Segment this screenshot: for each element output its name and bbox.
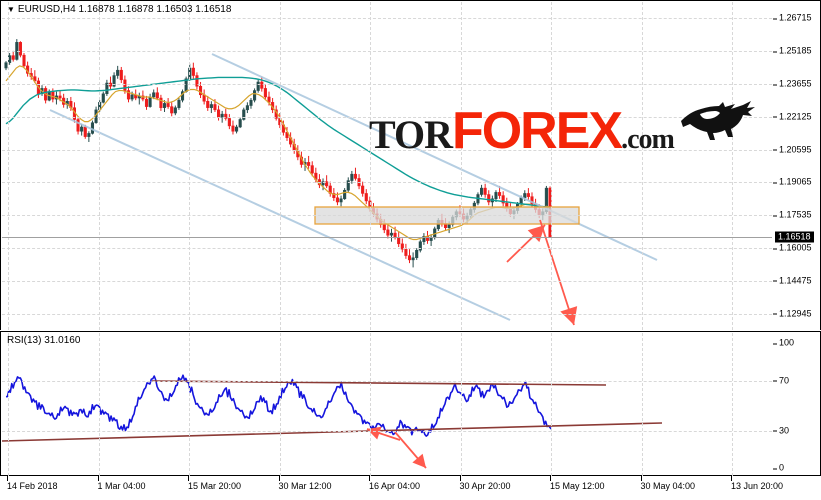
rsi-gridcol	[460, 333, 462, 476]
time-tick-label: 1 Mar 04:00	[97, 476, 146, 491]
price-axis: 1.26715 1.25185 1.23655 1.22125 1.20595 1.190…	[773, 2, 821, 330]
price-gridcol	[98, 2, 100, 330]
rsi-gridcol	[98, 333, 100, 476]
price-tick-label: 1.14475	[773, 275, 812, 286]
price-tick-label: 1.20595	[773, 144, 812, 155]
time-tick-label: 13 Jun 20:00	[731, 476, 784, 491]
price-plot-area[interactable]	[2, 2, 772, 330]
rsi-tick-label: 0	[772, 462, 785, 473]
rsi-axis: 100 70 30 0	[772, 333, 821, 476]
time-tick-label: 30 May 04:00	[640, 476, 696, 491]
rsi-gridcol	[279, 333, 281, 476]
rsi-gridcol	[370, 333, 371, 476]
price-gridline	[2, 84, 772, 85]
price-tick-label: 1.22125	[773, 111, 812, 122]
rsi-header: RSI(13) 31.0160	[7, 335, 81, 346]
price-tick-label: 1.19065	[773, 176, 812, 187]
current-price-label: 1.16518	[775, 231, 814, 243]
rsi-chart-svg	[2, 374, 663, 469]
price-tick-label: 1.25185	[773, 45, 812, 56]
price-tick-label: 1.12945	[773, 308, 812, 319]
rsi-gridcol	[8, 333, 9, 476]
price-gridcol	[460, 2, 462, 330]
price-tick-label: 1.23655	[773, 78, 812, 89]
price-tick-label: 1.26715	[773, 12, 812, 23]
triangle-down-icon[interactable]: ▼	[7, 5, 15, 14]
price-gridline	[2, 182, 772, 184]
time-tick-label: 30 Mar 12:00	[278, 476, 332, 491]
price-gridcol	[370, 2, 371, 330]
rsi-gridcol	[551, 333, 552, 476]
price-gridline	[2, 248, 772, 249]
price-gridcol	[8, 2, 9, 330]
time-tick-label: 30 Apr 20:00	[459, 476, 511, 491]
price-gridline	[2, 51, 772, 53]
symbol-header-text: EURUSD,H4 1.16878 1.16878 1.16503 1.1651…	[17, 4, 232, 15]
price-gridcol	[279, 2, 281, 330]
price-gridcol	[732, 2, 733, 330]
price-panel: 1.26715 1.25185 1.23655 1.22125 1.20595 1.190…	[0, 0, 821, 330]
symbol-header[interactable]: ▼ EURUSD,H4 1.16878 1.16878 1.16503 1.165…	[7, 5, 231, 15]
price-gridline	[2, 280, 772, 282]
rsi-gridcol	[641, 333, 643, 476]
price-tick-label: 1.16005	[773, 242, 812, 253]
current-price-line	[2, 237, 772, 238]
price-gridcol	[641, 2, 643, 330]
price-gridline	[2, 18, 772, 20]
rsi-plot-area[interactable]	[2, 333, 772, 476]
price-gridline	[2, 116, 772, 118]
price-gridcol	[189, 2, 190, 330]
price-gridcol	[551, 2, 552, 330]
time-tick-label: 15 May 12:00	[550, 476, 605, 491]
price-tick-label: 1.17535	[773, 209, 812, 220]
time-axis: 14 Feb 2018 1 Mar 04:00 15 Mar 20:00 30 Mar…	[0, 476, 821, 500]
rsi-panel: 100 70 30 0 RSI(13) 31.0160	[0, 331, 821, 476]
price-gridline	[2, 313, 772, 315]
time-tick-label: 14 Feb 2018	[7, 476, 58, 491]
rsi-levelline	[2, 430, 772, 432]
rsi-tick-label: 30	[772, 425, 790, 436]
rsi-tick-label: 70	[772, 375, 790, 386]
price-gridline	[2, 215, 772, 217]
rsi-gridcol	[732, 333, 733, 476]
time-tick-label: 15 Mar 20:00	[188, 476, 242, 491]
rsi-levelline	[2, 380, 772, 382]
price-gridline	[2, 149, 772, 151]
rsi-gridcol	[189, 333, 190, 476]
rsi-tick-label: 100	[772, 337, 795, 348]
time-tick-label: 16 Apr 04:00	[369, 476, 421, 491]
price-chart-svg	[4, 39, 658, 326]
